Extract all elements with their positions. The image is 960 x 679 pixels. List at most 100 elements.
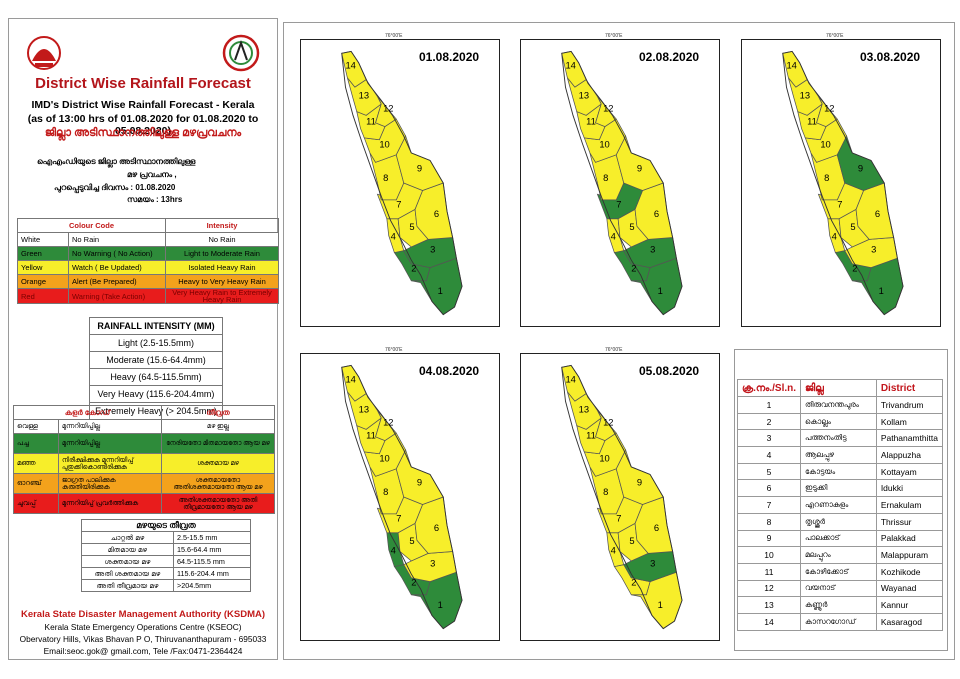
mal-intensity-label: അതി തീവ്രമായ മഴ [81, 579, 174, 592]
district-mal-cell: എറണാകുളം [800, 496, 877, 514]
district-row: 11 കോഴിക്കോട് Kozhikode [736, 562, 944, 581]
mal-colour-meaning-cell: മുന്നറിയിപ്പ് പ്രവർത്തിക്കുക [58, 493, 162, 514]
district-number: 12 [603, 103, 613, 114]
district-number: 13 [579, 89, 589, 100]
colour-meaning-cell: No Warning ( No Action) [68, 246, 166, 261]
footer-line-3: Email:seoc.gok@ gmail.com, Tele /Fax:047… [43, 646, 243, 656]
district-number: 14 [345, 373, 355, 384]
rainfall-intensity-row: Moderate (15.6-64.4mm) [89, 351, 223, 369]
district-mal-cell: വയനാട് [800, 579, 877, 598]
district-number: 1 [658, 599, 663, 610]
district-row: 5 കോട്ടയം Kottayam [736, 462, 944, 481]
district-number: 2 [411, 576, 416, 587]
footer-line-1: Kerala State Emergency Operations Centre… [44, 622, 242, 632]
district-mal-cell: ഇടുക്കി [800, 479, 877, 498]
mal-colour-name-cell: ചുവപ്പ് [13, 493, 59, 514]
district-number: 9 [417, 477, 422, 488]
district-sl-cell: 4 [736, 446, 802, 464]
mal-colour-meaning-cell: നിരീക്ഷിക്കുക മുന്നറിയിപ്പ് പുതുക്കികൊണ്… [58, 453, 162, 474]
district-number: 3 [430, 558, 435, 569]
district-row: 1 തിരുവനന്തപുരം Trivandrum [736, 396, 944, 414]
district-number: 4 [391, 230, 396, 241]
district-number: 5 [409, 535, 414, 546]
district-sl-cell: 9 [736, 529, 802, 548]
map-tick-top: 76°00'E [605, 347, 623, 353]
district-row: 3 പത്തനംതിട്ട Pathanamthitta [736, 429, 944, 448]
district-mal-cell: തൃശ്ശൂർ [800, 512, 877, 531]
footer-org: Kerala State Disaster Management Authori… [20, 609, 266, 620]
district-table: ക്ര.നം./Sl.n. ജില്ല District 1 തിരുവനന്തപ… [736, 379, 944, 631]
district-name-cell: Idukki [875, 479, 944, 498]
map-tick-top: 76°00'E [826, 33, 844, 39]
district-name-cell: Pathanamthitta [875, 429, 944, 448]
colour-code-table: Colour Code Intensity White No Rain No Rai… [17, 218, 279, 304]
district-name-cell: Trivandrum [875, 396, 944, 414]
district-number: 10 [820, 138, 830, 149]
district-number: 9 [858, 163, 863, 174]
district-table-header-mal: ജില്ല [800, 379, 877, 397]
district-row: 2 കൊല്ലം Kollam [736, 412, 944, 431]
district-number: 3 [871, 244, 876, 255]
district-row: 10 മലപ്പുറം Malappuram [736, 546, 944, 564]
district-mal-cell: കോട്ടയം [800, 462, 877, 481]
map-date: 04.08.2020 [419, 364, 480, 378]
district-sl-cell: 8 [736, 512, 802, 531]
district-mal-cell: പാലക്കാട് [800, 529, 877, 548]
colour-intensity-cell: No Rain [165, 232, 279, 247]
mal-colour-name-cell: പച്ച [13, 433, 59, 454]
district-sl-cell: 10 [736, 546, 802, 564]
mal-intensity-label: അതി ശക്തമായ മഴ [81, 567, 174, 580]
colour-intensity-cell: Very Heavy Rain to Extremely Heavy Rain [165, 288, 279, 304]
kerala-outline [561, 364, 683, 630]
district-number: 7 [616, 198, 621, 209]
district-mal-cell: കൊല്ലം [800, 412, 877, 431]
kerala-outline [341, 364, 463, 630]
colour-intensity-cell: Heavy to Very Heavy Rain [165, 274, 279, 289]
mal-intensity-title: മഴയുടെ തീവ്രത [81, 519, 251, 532]
district-mal-cell: തിരുവനന്തപുരം [800, 396, 877, 414]
mal-colour-code-row: ചുവപ്പ് മുന്നറിയിപ്പ് പ്രവർത്തിക്കുക അതിശക… [13, 493, 275, 514]
forecast-map: 04.08.2020 76°00'E 1 2 3 4 5 6 7 8 9 10 11 12 13 14 [300, 347, 500, 641]
district-number: 6 [434, 208, 439, 219]
district-number: 14 [565, 373, 575, 384]
district-name-cell: Kannur [875, 596, 944, 614]
district-number: 1 [879, 285, 884, 296]
district-row: 7 എറണാകുളം Ernakulam [736, 496, 944, 514]
district-number: 3 [650, 558, 655, 569]
map-tick-top: 76°00'E [385, 33, 403, 39]
mal-colour-name-cell: മഞ്ഞ [13, 453, 59, 474]
colour-code-row: Orange Alert (Be Prepared) Heavy to Very H… [17, 274, 279, 289]
district-sl-cell: 12 [736, 579, 802, 598]
district-number: 13 [359, 89, 369, 100]
district-name-cell: Palakkad [875, 529, 944, 548]
district-name-cell: Alappuzha [875, 446, 944, 464]
colour-intensity-cell: Isolated Heavy Rain [165, 260, 279, 275]
mal-colour-code-row: മഞ്ഞ നിരീക്ഷിക്കുക മുന്നറിയിപ്പ് പുതുക്കി… [13, 453, 275, 474]
mal-colour-name-cell: ഓറഞ്ച് [13, 473, 59, 494]
district-number: 14 [345, 59, 355, 70]
district-sl-cell: 5 [736, 462, 802, 481]
district-number: 7 [837, 198, 842, 209]
district-number: 5 [409, 221, 414, 232]
mal-colour-intensity-cell: മഴ ഇല്ല [161, 419, 275, 434]
district-name-cell: Kozhikode [875, 562, 944, 581]
mal-colour-intensity-cell: നേരിയതോ മിതമായതോ ആയ മഴ [161, 433, 275, 454]
map-date: 02.08.2020 [639, 50, 700, 64]
district-name-cell: Ernakulam [875, 496, 944, 514]
district-number: 6 [654, 208, 659, 219]
district-row: 12 വയനാട് Wayanad [736, 579, 944, 598]
colour-name-cell: Yellow [17, 260, 69, 275]
map-date: 01.08.2020 [419, 50, 480, 64]
mal-intensity-value: 15.6-64.4 mm [173, 543, 251, 556]
subtitle: IMD's District Wise Rainfall Forecast - … [31, 99, 255, 111]
district-number: 12 [824, 103, 834, 114]
mal-line-1: ഐഎംഡിയുടെ ജില്ലാ അടിസ്ഥാനത്തിലുള്ള [37, 157, 196, 166]
colour-meaning-cell: Watch ( Be Updated) [68, 260, 166, 275]
district-name-cell: Kottayam [875, 462, 944, 481]
colour-code-header: Colour Code [17, 218, 166, 233]
malayalam-title: ജില്ലാ അടിസ്ഥാനത്തിലുള്ള മഴപ്രവചനം [44, 127, 242, 139]
mal-colour-name-cell: വെള്ള [13, 419, 59, 434]
